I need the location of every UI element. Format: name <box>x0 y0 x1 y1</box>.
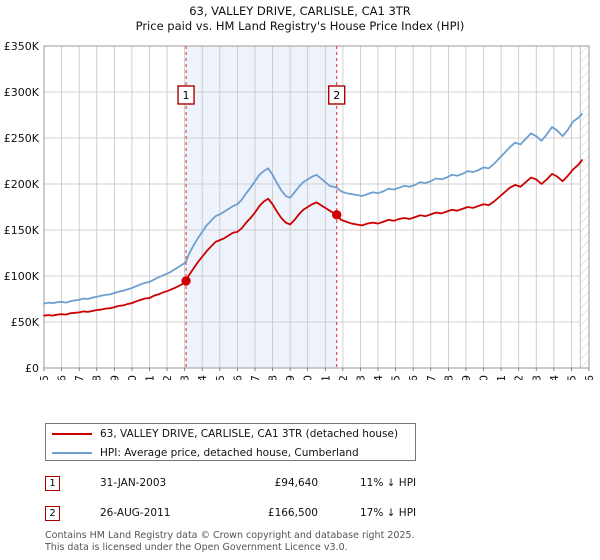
svg-text:2025: 2025 <box>565 375 578 380</box>
svg-text:£200K: £200K <box>4 178 40 191</box>
sale-date-2: 26-AUG-2011 <box>100 507 171 519</box>
svg-text:1998: 1998 <box>91 375 104 380</box>
svg-text:2: 2 <box>333 89 340 102</box>
sale-price-1: £94,640 <box>274 477 318 489</box>
svg-text:1999: 1999 <box>108 375 121 380</box>
sale-price-2: £166,500 <box>267 507 318 519</box>
svg-text:1995: 1995 <box>38 375 51 380</box>
svg-text:2011: 2011 <box>319 375 332 380</box>
svg-text:2000: 2000 <box>126 375 139 380</box>
svg-text:2010: 2010 <box>302 375 315 380</box>
chart-legend: 63, VALLEY DRIVE, CARLISLE, CA1 3TR (det… <box>45 423 416 461</box>
svg-text:£350K: £350K <box>4 40 40 53</box>
legend-label-property: 63, VALLEY DRIVE, CARLISLE, CA1 3TR (det… <box>100 428 399 440</box>
svg-text:2005: 2005 <box>214 375 227 380</box>
svg-text:2002: 2002 <box>161 375 174 380</box>
svg-text:2001: 2001 <box>143 375 156 380</box>
legend-label-hpi: HPI: Average price, detached house, Cumb… <box>100 447 359 459</box>
svg-text:2014: 2014 <box>372 375 385 380</box>
svg-text:2007: 2007 <box>249 375 262 380</box>
svg-text:2021: 2021 <box>495 375 508 380</box>
footer-line-1: Contains HM Land Registry data © Crown c… <box>45 530 415 541</box>
svg-text:2020: 2020 <box>478 375 491 380</box>
svg-text:2024: 2024 <box>548 375 561 380</box>
chart-area: £0 £50K £100K £150K £200K £250K £300K £350K 1995… <box>0 40 600 380</box>
footer-line-2: This data is licensed under the Open Gov… <box>45 541 348 553</box>
svg-text:£150K: £150K <box>4 224 40 237</box>
svg-text:2009: 2009 <box>284 375 297 380</box>
sale-index-badge-1: 1 <box>45 475 60 491</box>
sale-hpi-delta-2: 17% ↓ HPI <box>360 507 417 519</box>
sale-index-badge-2: 2 <box>45 505 60 521</box>
sale-date-1: 31-JAN-2003 <box>100 477 167 489</box>
svg-text:£300K: £300K <box>4 86 40 99</box>
legend-line-swatch-red <box>52 433 92 435</box>
svg-text:£250K: £250K <box>4 132 40 145</box>
svg-text:2008: 2008 <box>267 375 280 380</box>
svg-text:2019: 2019 <box>460 375 473 380</box>
chart-subtitle: Price paid vs. HM Land Registry's House … <box>135 19 465 33</box>
svg-text:2006: 2006 <box>231 375 244 380</box>
svg-text:1997: 1997 <box>73 375 86 380</box>
svg-text:2004: 2004 <box>196 375 209 380</box>
page-title: 63, VALLEY DRIVE, CARLISLE, CA1 3TR Pric… <box>0 4 600 34</box>
svg-text:2003: 2003 <box>179 375 192 380</box>
svg-text:2017: 2017 <box>425 375 438 380</box>
sale-hpi-delta-1: 11% ↓ HPI <box>360 477 417 489</box>
legend-item-hpi: HPI: Average price, detached house, Cumb… <box>46 444 415 462</box>
svg-text:2023: 2023 <box>530 375 543 380</box>
svg-text:2026: 2026 <box>583 375 596 380</box>
svg-text:£100K: £100K <box>4 270 40 283</box>
svg-text:2012: 2012 <box>337 375 350 380</box>
svg-text:2022: 2022 <box>513 375 526 380</box>
legend-line-swatch-blue <box>52 452 92 454</box>
svg-text:2015: 2015 <box>390 375 403 380</box>
price-history-line-chart: £0 £50K £100K £150K £200K £250K £300K £350K 1995… <box>4 40 596 380</box>
svg-text:1: 1 <box>183 89 190 102</box>
sale-row-2: 2 26-AUG-2011 £166,500 17% ↓ HPI <box>45 504 465 522</box>
svg-text:2018: 2018 <box>442 375 455 380</box>
svg-text:2013: 2013 <box>354 375 367 380</box>
svg-text:1996: 1996 <box>56 375 69 380</box>
svg-text:2016: 2016 <box>407 375 420 380</box>
svg-text:£0: £0 <box>25 362 39 375</box>
legend-item-property: 63, VALLEY DRIVE, CARLISLE, CA1 3TR (det… <box>46 425 415 443</box>
svg-text:£50K: £50K <box>11 316 40 329</box>
chart-title: 63, VALLEY DRIVE, CARLISLE, CA1 3TR <box>189 4 411 18</box>
sale-row-1: 1 31-JAN-2003 £94,640 11% ↓ HPI <box>45 474 465 492</box>
copyright-footer: Contains HM Land Registry data © Crown c… <box>45 530 585 553</box>
